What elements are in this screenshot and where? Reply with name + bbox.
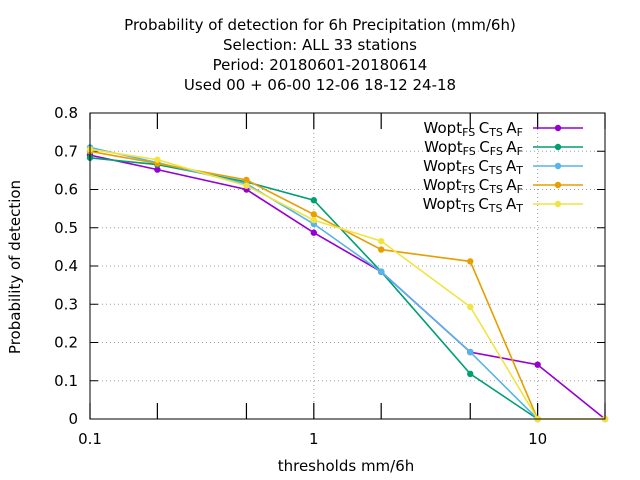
plot-frame xyxy=(89,112,606,420)
legend-marker-2 xyxy=(554,143,562,151)
y-tick-label: 0.6 xyxy=(54,181,78,199)
legend-label-2: WoptFS CFS AF xyxy=(424,138,523,158)
legend-marker-3 xyxy=(554,162,562,170)
series-point-2 xyxy=(310,197,318,204)
legend-label-4: WoptTS CTS AF xyxy=(423,176,523,196)
grid-lines xyxy=(89,112,605,420)
series-point-4 xyxy=(377,246,385,253)
series-group xyxy=(86,144,609,423)
series-line-1 xyxy=(89,154,606,420)
y-tick-label: 0.2 xyxy=(54,334,78,352)
axis-ticks xyxy=(89,112,606,420)
series-point-1 xyxy=(310,229,318,236)
legend-marker-5 xyxy=(554,200,562,208)
y-tick-label: 0.3 xyxy=(54,295,78,313)
series-line-5 xyxy=(89,148,605,420)
y-axis-label: Probability of detection xyxy=(6,180,24,354)
legend-marker-1 xyxy=(554,124,562,132)
y-tick-label: 0.1 xyxy=(54,372,78,390)
series-point-1 xyxy=(154,166,161,173)
series-point-1 xyxy=(534,361,541,368)
series-point-3 xyxy=(467,348,474,356)
chart-title-line-4: Used 00 + 06-00 12-06 18-12 24-18 xyxy=(183,76,457,94)
series-point-5 xyxy=(310,216,318,224)
series-point-4 xyxy=(310,211,318,218)
series-point-5 xyxy=(467,303,474,311)
x-tick-label: 0.1 xyxy=(78,430,102,448)
x-tick-label: 10 xyxy=(528,430,547,448)
series-point-3 xyxy=(377,268,385,275)
legend-label-1: WoptFS CTS AF xyxy=(424,119,523,139)
legend: WoptFS CTS AF WoptFS CFS AF WoptFS CTS A… xyxy=(423,119,583,215)
legend-label-5: WoptTS CTS AT xyxy=(423,195,524,215)
y-tick-label: 0.7 xyxy=(54,142,78,160)
chart-title-line-2: Selection: ALL 33 stations xyxy=(223,36,417,54)
y-tick-label: 0.5 xyxy=(54,219,78,237)
x-axis-label: thresholds mm/6h xyxy=(278,457,415,475)
chart-title-line-1: Probability of detection for 6h Precipit… xyxy=(124,16,516,34)
legend-label-3: WoptFS CTS AT xyxy=(423,157,523,177)
series-point-2 xyxy=(467,370,474,378)
y-tick-label: 0.8 xyxy=(54,104,78,122)
series-point-4 xyxy=(243,176,250,184)
chart-title-line-3: Period: 20180601-20180614 xyxy=(212,56,428,74)
series-point-5 xyxy=(154,156,161,163)
series-line-2 xyxy=(89,157,539,420)
series-point-5 xyxy=(377,237,385,245)
series-point-5 xyxy=(243,182,250,189)
y-tick-label: 0 xyxy=(68,410,78,428)
legend-marker-4 xyxy=(554,181,562,189)
y-tick-label: 0.4 xyxy=(54,257,78,275)
x-tick-label: 1 xyxy=(309,430,319,448)
series-point-4 xyxy=(467,258,474,265)
